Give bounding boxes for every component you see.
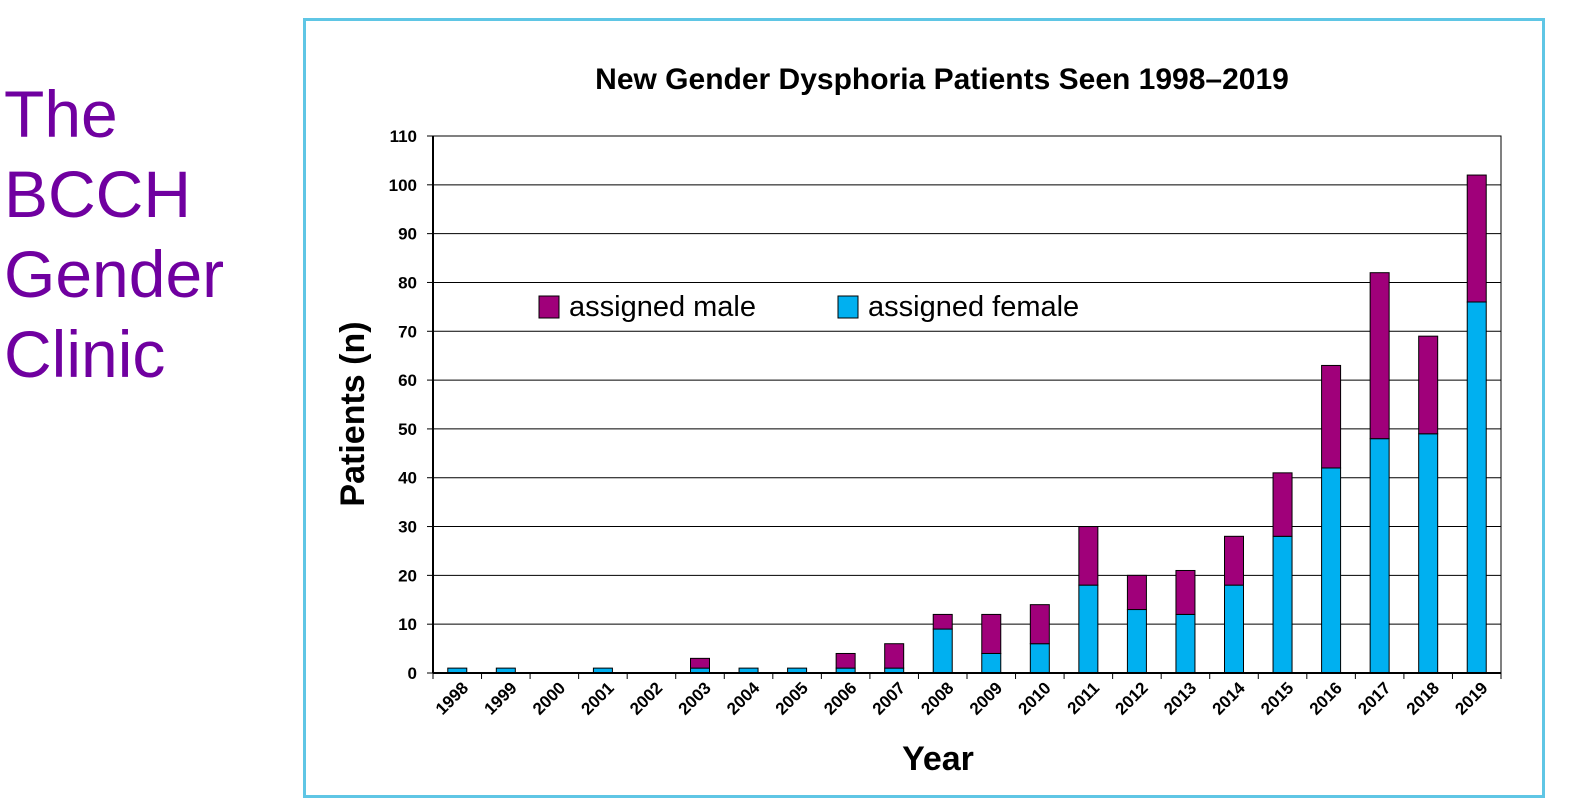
bar-assigned-male-2013 [1175, 569, 1196, 615]
x-tick-label: 2014 [1209, 678, 1250, 719]
bar-assigned-female-2011 [1078, 584, 1099, 674]
bar-assigned-male-2015 [1272, 472, 1293, 537]
x-tick-label: 2006 [820, 678, 860, 718]
bar-assigned-female-2010 [1029, 643, 1050, 674]
bar-assigned-male-2010 [1029, 604, 1050, 645]
slide-title-line-3: Clinic [4, 317, 166, 391]
bar-assigned-female-2017 [1369, 438, 1390, 674]
x-tick-label: 2002 [626, 678, 666, 718]
slide-title: The BCCH Gender Clinic [4, 74, 304, 394]
y-axis-title: Patients (n) [334, 321, 372, 506]
bar-assigned-male-2016 [1321, 364, 1342, 469]
x-tick-label: 2019 [1451, 678, 1491, 718]
y-tick-label: 30 [398, 518, 417, 537]
y-tick-label: 90 [398, 225, 417, 244]
chart-title: New Gender Dysphoria Patients Seen 1998–… [595, 63, 1289, 96]
y-tick-label: 80 [398, 273, 417, 292]
bar-assigned-male-2012 [1126, 574, 1147, 611]
x-tick-label: 2015 [1257, 678, 1297, 718]
legend: assigned male assigned female [538, 291, 1079, 323]
legend-label-assigned-male: assigned male [569, 291, 756, 323]
bar-assigned-male-2006 [835, 652, 856, 669]
legend-swatch-assigned-male [538, 295, 560, 319]
slide-title-line-2: Gender [4, 237, 225, 311]
bar-assigned-female-2018 [1418, 433, 1439, 674]
x-tick-label: 2008 [917, 678, 957, 718]
y-tick-label: 10 [398, 615, 417, 634]
bars [447, 174, 1487, 674]
x-tick-label: 2007 [869, 678, 909, 718]
x-tick-label: 2011 [1064, 678, 1104, 718]
bar-assigned-male-2017 [1369, 272, 1390, 440]
bar-assigned-male-2003 [690, 657, 710, 669]
bar-assigned-male-2007 [884, 643, 905, 669]
y-tick-label: 110 [390, 127, 417, 146]
x-tick-label: 2003 [675, 678, 715, 718]
y-tick-label: 0 [408, 664, 417, 683]
x-tick-label: 2010 [1014, 678, 1054, 718]
bar-assigned-male-2008 [932, 613, 953, 630]
x-tick-label: 2013 [1160, 678, 1200, 718]
y-tick-labels: 0 10 20 30 40 50 60 70 80 90 100 110 [389, 127, 417, 683]
bar-assigned-female-2008 [932, 628, 953, 674]
bar-assigned-female-2016 [1321, 467, 1342, 674]
bar-assigned-male-2019 [1466, 174, 1487, 303]
x-tick-label: 2017 [1354, 678, 1394, 718]
y-tick-label: 60 [398, 371, 417, 390]
legend-swatch-assigned-female [837, 295, 859, 319]
x-tick-labels: 1998 1999 2000 2001 2002 2003 2004 2005 2006 2007… [432, 678, 1492, 719]
y-tick-label: 40 [398, 469, 417, 488]
y-tick-label: 70 [398, 322, 417, 341]
y-tick-label: 100 [389, 176, 417, 195]
y-tick-label: 20 [398, 566, 417, 585]
x-tick-label: 2001 [578, 678, 618, 718]
bar-assigned-male-2009 [981, 613, 1002, 654]
x-tick-label: 1999 [480, 678, 520, 718]
x-tick-label: 2000 [529, 678, 569, 718]
slide-title-line-1: The BCCH [4, 77, 192, 231]
bar-assigned-female-2009 [981, 652, 1002, 674]
x-tick-label: 2004 [723, 678, 764, 719]
x-tick-label: 1998 [432, 678, 472, 718]
x-tick-label: 2016 [1306, 678, 1346, 718]
x-tick-label: 2005 [772, 678, 812, 718]
x-tick-label: 2012 [1112, 678, 1152, 718]
bar-assigned-female-2012 [1126, 609, 1147, 674]
bar-assigned-female-2019 [1466, 301, 1487, 674]
axes [427, 135, 1502, 679]
bar-assigned-male-2011 [1078, 526, 1099, 586]
bar-assigned-female-2013 [1175, 613, 1196, 674]
bar-assigned-male-2014 [1224, 535, 1244, 586]
legend-label-assigned-female: assigned female [868, 291, 1079, 323]
x-tick-label: 2009 [966, 678, 1006, 718]
bar-assigned-male-2018 [1418, 335, 1439, 435]
x-axis-title: Year [902, 740, 974, 778]
bar-assigned-female-2015 [1272, 535, 1293, 674]
y-tick-label: 50 [398, 420, 417, 439]
bar-assigned-female-2014 [1224, 584, 1244, 674]
x-tick-label: 2018 [1403, 678, 1443, 718]
